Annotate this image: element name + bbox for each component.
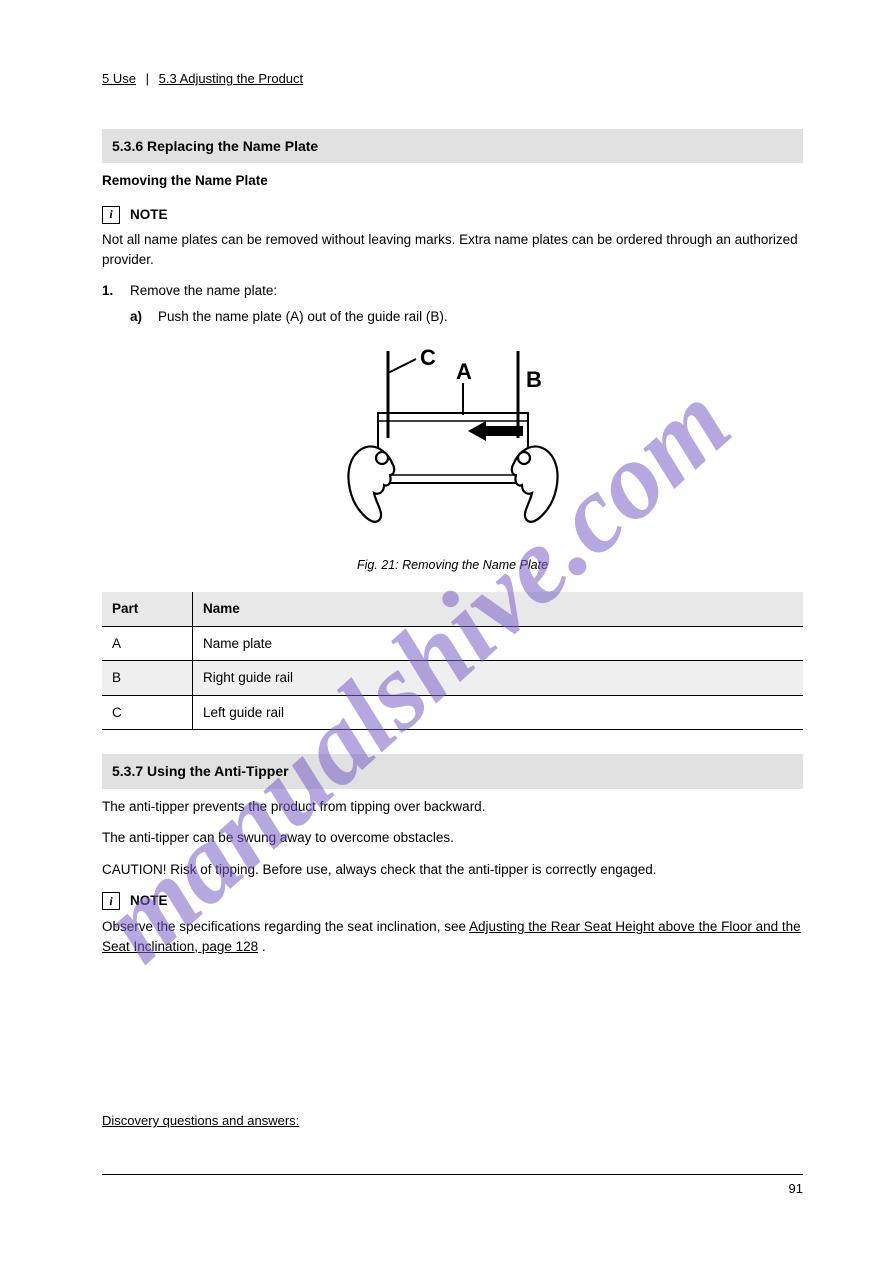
- table-row: C Left guide rail: [102, 695, 803, 730]
- step-1a: a) Push the name plate (A) out of the gu…: [102, 307, 803, 327]
- footer-qa-link[interactable]: Discovery questions and answers:: [102, 1112, 299, 1131]
- table-row: A Name plate: [102, 626, 803, 661]
- cell-part: B: [102, 661, 193, 696]
- note-label: NOTE: [130, 891, 168, 911]
- figure-nameplate: C A B: [102, 343, 803, 549]
- nameplate-illustration: C A B: [318, 343, 588, 543]
- cell-name: Left guide rail: [193, 695, 804, 730]
- col-part: Part: [102, 592, 193, 626]
- breadcrumb-subsection: 5.3 Adjusting the Product: [159, 71, 304, 86]
- section-heading-replace-nameplate: 5.3.6 Replacing the Name Plate: [102, 129, 803, 163]
- step-text: Remove the name plate:: [130, 281, 277, 301]
- figure-caption: Fig. 21: Removing the Name Plate: [102, 556, 803, 574]
- info-icon: i: [102, 206, 120, 224]
- note-block: i NOTE: [102, 205, 803, 225]
- anti-tipper-p1: The anti-tipper prevents the product fro…: [102, 797, 803, 817]
- breadcrumb: 5 Use | 5.3 Adjusting the Product: [102, 70, 803, 89]
- svg-text:B: B: [526, 367, 542, 392]
- note-label: NOTE: [130, 205, 168, 225]
- breadcrumb-separator: |: [146, 71, 149, 86]
- svg-text:C: C: [420, 345, 436, 370]
- note-text: Not all name plates can be removed witho…: [102, 230, 803, 269]
- step-text: Push the name plate (A) out of the guide…: [158, 307, 448, 327]
- page-number: 91: [789, 1180, 803, 1199]
- parts-table: Part Name A Name plate B Right guide rai…: [102, 592, 803, 730]
- anti-tipper-p2: The anti-tipper can be swung away to ove…: [102, 828, 803, 848]
- breadcrumb-section: 5 Use: [102, 71, 136, 86]
- cell-part: C: [102, 695, 193, 730]
- anti-tipper-caution: CAUTION! Risk of tipping. Before use, al…: [102, 860, 803, 880]
- table-row: B Right guide rail: [102, 661, 803, 696]
- note-text-2b: .: [262, 939, 266, 954]
- cell-part: A: [102, 626, 193, 661]
- step-number: 1.: [102, 281, 120, 301]
- cell-name: Name plate: [193, 626, 804, 661]
- note-text-2a: Observe the specifications regarding the…: [102, 919, 469, 934]
- step-1: 1. Remove the name plate:: [102, 281, 803, 301]
- note-text-2: Observe the specifications regarding the…: [102, 917, 803, 956]
- info-icon: i: [102, 892, 120, 910]
- subheading-removing-nameplate: Removing the Name Plate: [102, 171, 803, 191]
- svg-text:A: A: [456, 359, 472, 384]
- section-heading-anti-tipper: 5.3.7 Using the Anti-Tipper: [102, 754, 803, 788]
- col-name: Name: [193, 592, 804, 626]
- note-block-2: i NOTE: [102, 891, 803, 911]
- footer-rule: [102, 1174, 803, 1175]
- cell-name: Right guide rail: [193, 661, 804, 696]
- step-letter: a): [130, 307, 148, 327]
